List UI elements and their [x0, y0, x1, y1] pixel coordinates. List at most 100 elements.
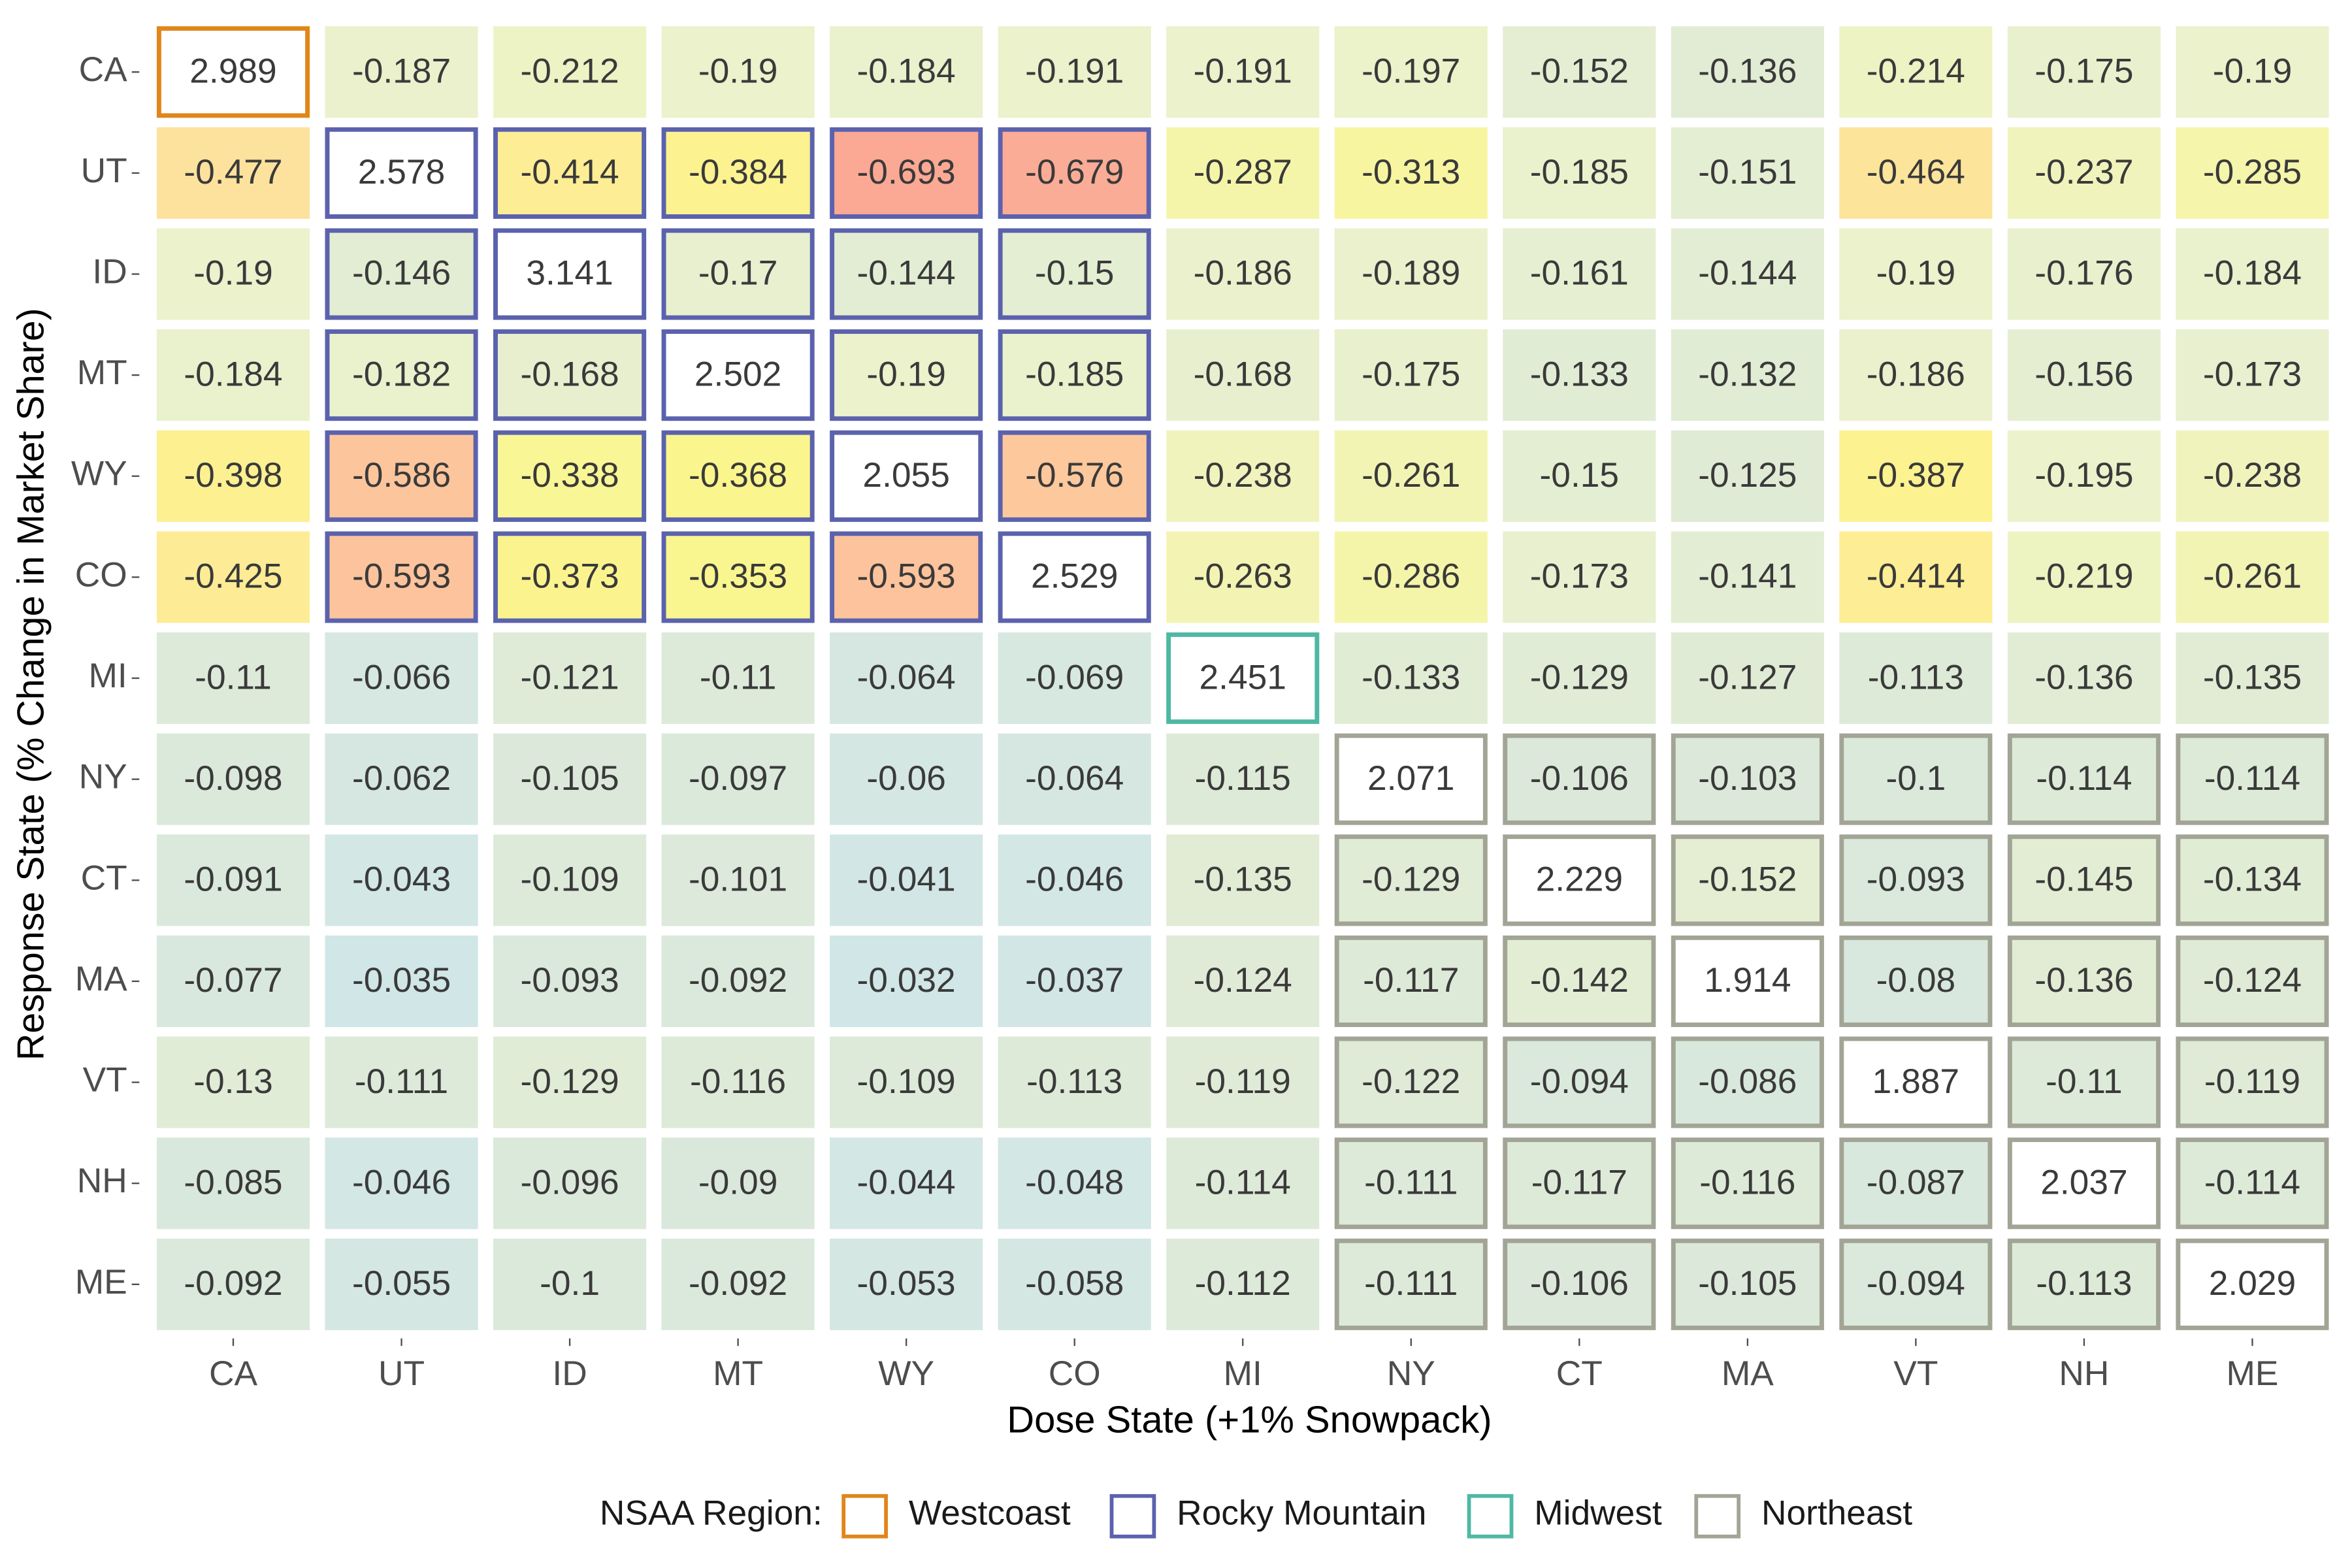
heatmap-cell [1671, 1036, 1824, 1128]
cell-label: -0.041 [857, 860, 956, 899]
cell-label: -0.09 [698, 1164, 778, 1202]
heatmap-cell [1166, 1137, 1320, 1230]
heatmap-cell [1166, 632, 1320, 725]
cell-label: -0.037 [1025, 961, 1124, 1000]
cell-label: -0.111 [1364, 1164, 1458, 1202]
heatmap-cell [661, 632, 815, 725]
heatmap-cell [2007, 1036, 2161, 1128]
cell-label: -0.197 [1362, 52, 1460, 91]
heatmap-cell [830, 26, 983, 118]
y-tick-label: MA [75, 960, 128, 998]
cell-label: -0.092 [689, 961, 787, 1000]
cell-label: 2.989 [189, 52, 276, 91]
heatmap-cell [830, 329, 983, 421]
x-tick-label: MT [713, 1354, 763, 1393]
cell-label: -0.096 [520, 1164, 619, 1202]
cell-label: -0.191 [1194, 52, 1292, 91]
heatmap-cell [1334, 733, 1488, 825]
cell-label: -0.135 [2203, 659, 2302, 697]
heatmap-cell [1671, 632, 1824, 725]
heatmap-cell [1503, 834, 1656, 926]
heatmap-cell [1839, 127, 1993, 219]
cell-label: -0.055 [352, 1264, 451, 1303]
cell-label: -0.144 [857, 254, 956, 293]
cell-label: -0.263 [1194, 557, 1292, 596]
x-tick-label: MA [1722, 1354, 1774, 1393]
cell-label: -0.212 [520, 52, 619, 91]
heatmap-cell [1839, 26, 1993, 118]
cell-label: -0.185 [1530, 153, 1629, 191]
cell-label: -0.093 [520, 961, 619, 1000]
heatmap-cell [2176, 329, 2329, 421]
cell-label: -0.111 [1364, 1264, 1458, 1303]
heatmap-cell [661, 733, 815, 825]
cell-label: -0.219 [2034, 557, 2133, 596]
cell-label: -0.044 [857, 1164, 956, 1202]
legend-key [1109, 1494, 1156, 1539]
cell-label: -0.129 [1530, 659, 1629, 697]
heatmap-cell [1839, 834, 1993, 926]
cell-label: -0.085 [184, 1164, 282, 1202]
heatmap-cell [2007, 26, 2161, 118]
heatmap-cell [1671, 430, 1824, 522]
heatmap-cell [830, 1036, 983, 1128]
heatmap-cell [1334, 430, 1488, 522]
heatmap-cell [325, 1036, 478, 1128]
cell-label: -0.105 [520, 759, 619, 798]
heatmap-cell [493, 935, 647, 1027]
cell-label: -0.111 [355, 1062, 448, 1101]
heatmap-cell [156, 834, 310, 926]
heatmap-cell [830, 430, 983, 522]
cell-label: -0.087 [1867, 1164, 1965, 1202]
heatmap-cell [2007, 430, 2161, 522]
heatmap-cell [493, 329, 647, 421]
heatmap-cell [1839, 430, 1993, 522]
y-tick-label: MI [88, 657, 127, 695]
heatmap-cell [156, 26, 310, 118]
heatmap-cell [1503, 329, 1656, 421]
x-tick-label: WY [878, 1354, 934, 1393]
cell-label: -0.477 [184, 153, 282, 191]
heatmap-cell [2176, 1036, 2329, 1128]
cell-label: -0.184 [184, 355, 282, 394]
heatmap-cell [325, 228, 478, 320]
y-tick-label: CA [79, 50, 128, 89]
heatmap-cell [998, 632, 1151, 725]
cell-label: -0.125 [1698, 456, 1797, 495]
x-axis-title: Dose State (+1% Snowpack) [1007, 1399, 1492, 1441]
heatmap-cell [2176, 1137, 2329, 1230]
heatmap-cell [156, 1137, 310, 1230]
cell-label: -0.261 [1362, 456, 1460, 495]
heatmap-cell [1671, 228, 1824, 320]
legend-key [1467, 1494, 1514, 1539]
cell-label: -0.124 [1194, 961, 1292, 1000]
heatmap-cell [661, 228, 815, 320]
cell-label: -0.046 [352, 1164, 451, 1202]
cell-label: -0.184 [2203, 254, 2302, 293]
heatmap-cell [493, 26, 647, 118]
heatmap-cell [1671, 935, 1824, 1027]
cell-label: -0.119 [1195, 1062, 1291, 1101]
heatmap-cell [2007, 228, 2161, 320]
heatmap-cell [156, 632, 310, 725]
cell-label: -0.06 [866, 759, 946, 798]
heatmap-cell [156, 531, 310, 623]
heatmap-cell [830, 733, 983, 825]
heatmap-cell [1334, 329, 1488, 421]
cell-label: -0.142 [1530, 961, 1629, 1000]
cell-label: -0.053 [857, 1264, 956, 1303]
heatmap-cell [1839, 1238, 1993, 1330]
cell-label: -0.593 [857, 557, 956, 596]
cell-label: 3.141 [526, 254, 613, 293]
cell-label: -0.186 [1194, 254, 1292, 293]
heatmap-cell [2176, 430, 2329, 522]
cell-label: -0.15 [1035, 254, 1115, 293]
cell-label: 2.502 [694, 355, 781, 394]
heatmap-cell [1839, 733, 1993, 825]
heatmap-cell [1839, 935, 1993, 1027]
heatmap-cell [1334, 127, 1488, 219]
heatmap-cell [156, 1036, 310, 1128]
cell-label: -0.114 [1195, 1164, 1291, 1202]
heatmap-cell [661, 430, 815, 522]
heatmap-cell [1671, 531, 1824, 623]
